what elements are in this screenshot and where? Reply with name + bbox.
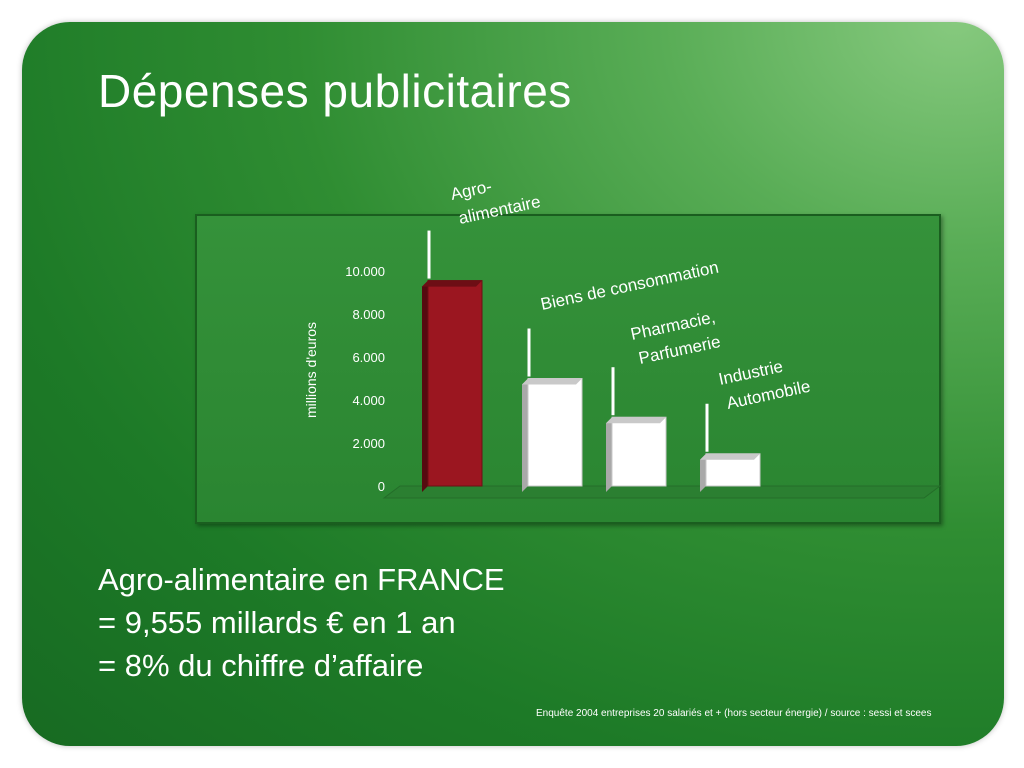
bar <box>611 416 667 487</box>
summary-line: = 9,555 millards € en 1 an <box>98 605 456 640</box>
summary-text: Agro-alimentaire en FRANCE = 9,555 milla… <box>98 558 505 687</box>
bar-top <box>522 378 582 385</box>
source-note: Enquête 2004 entreprises 20 salariés et … <box>536 708 932 719</box>
y-tick-label: 8.000 <box>352 307 385 322</box>
bar <box>427 280 483 487</box>
bar-side <box>422 280 428 492</box>
y-axis-label: millions d'euros <box>303 322 319 418</box>
bar-side <box>700 453 706 492</box>
y-tick-label: 2.000 <box>352 436 385 451</box>
bar-top <box>700 453 760 460</box>
bar-side <box>522 378 528 492</box>
category-label: Biens de consommation <box>539 258 720 314</box>
bar-side <box>606 417 612 492</box>
bar <box>527 378 583 487</box>
chart-floor <box>382 485 942 499</box>
y-tick-label: 4.000 <box>352 393 385 408</box>
y-tick-label: 6.000 <box>352 350 385 365</box>
bar-top <box>606 417 666 424</box>
summary-line: Agro-alimentaire en FRANCE <box>98 562 505 597</box>
bar-top <box>422 280 482 287</box>
slide-background: Dépenses publicitaires Agro-alimentaire … <box>22 22 1004 746</box>
y-tick-label: 10.000 <box>345 264 385 279</box>
y-tick-label: 0 <box>378 479 385 494</box>
summary-line: = 8% du chiffre d’affaire <box>98 648 424 683</box>
category-label: Agro- <box>449 177 494 204</box>
slide-title: Dépenses publicitaires <box>98 65 572 117</box>
